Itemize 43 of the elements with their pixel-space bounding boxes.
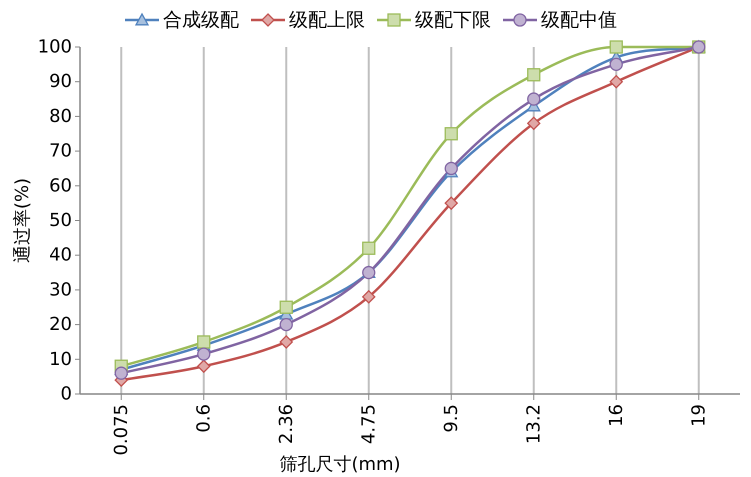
x-tick-label: 13.2 — [523, 404, 544, 444]
point — [444, 127, 458, 140]
point — [197, 347, 210, 361]
x-tick-label: 19 — [688, 404, 710, 427]
point — [527, 92, 540, 106]
y-tick-label: 0 — [60, 384, 72, 404]
x-tick-label: 0.6 — [193, 404, 214, 433]
x-tick-label: 16 — [606, 404, 627, 427]
point — [197, 335, 210, 349]
point — [610, 58, 623, 71]
y-tick-label: 40 — [49, 244, 72, 266]
point — [362, 242, 376, 255]
x-tick-label: 0.075 — [110, 404, 132, 456]
point — [197, 360, 210, 373]
point — [610, 40, 623, 54]
point — [362, 290, 376, 304]
point — [114, 366, 128, 380]
y-tick-label: 80 — [49, 106, 72, 127]
x-tick-label: 9.5 — [440, 404, 462, 433]
legend-label: 级配上限 — [289, 9, 365, 31]
y-tick-label: 100 — [38, 36, 72, 58]
y-tick-label: 60 — [49, 175, 72, 196]
x-tick-label: 2.36 — [276, 404, 297, 444]
point — [444, 196, 458, 210]
point — [527, 116, 540, 130]
point — [280, 335, 293, 349]
legend-label: 合成级配 — [163, 9, 239, 31]
point — [527, 68, 540, 82]
legend-label: 级配下限 — [415, 9, 491, 31]
y-tick-label: 20 — [49, 314, 72, 336]
y-tick-label: 50 — [49, 210, 72, 231]
point — [610, 75, 623, 88]
y-tick-label: 30 — [49, 279, 72, 300]
point — [280, 318, 293, 332]
legend-label: 级配中值 — [541, 9, 617, 31]
x-tick-label: 4.75 — [358, 404, 380, 444]
y-tick-label: 10 — [49, 348, 72, 370]
point — [444, 162, 458, 176]
y-axis-title: 通过率(%) — [12, 178, 33, 264]
x-axis-title: 筛孔尺寸(mm) — [279, 454, 401, 475]
point — [280, 300, 293, 314]
y-tick-label: 70 — [49, 140, 72, 162]
y-tick-label: 90 — [49, 71, 72, 92]
